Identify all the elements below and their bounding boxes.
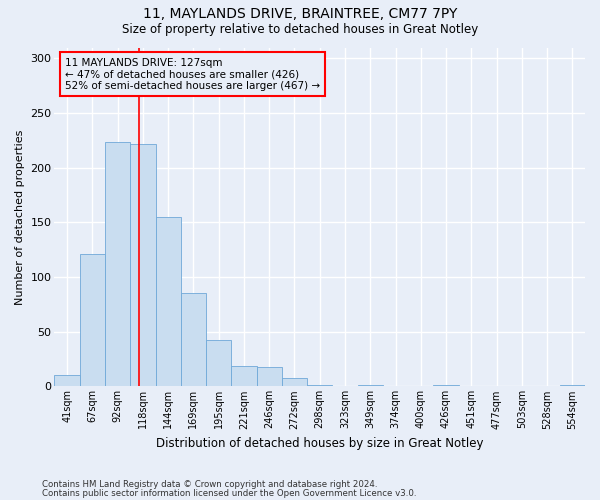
Bar <box>282 378 307 386</box>
Y-axis label: Number of detached properties: Number of detached properties <box>15 130 25 304</box>
Bar <box>232 366 257 386</box>
Bar <box>155 217 181 386</box>
Text: Size of property relative to detached houses in Great Notley: Size of property relative to detached ho… <box>122 22 478 36</box>
Bar <box>206 340 232 386</box>
Bar <box>181 294 206 386</box>
Bar <box>55 376 80 386</box>
Text: 11 MAYLANDS DRIVE: 127sqm
← 47% of detached houses are smaller (426)
52% of semi: 11 MAYLANDS DRIVE: 127sqm ← 47% of detac… <box>65 58 320 91</box>
Bar <box>130 144 155 386</box>
Text: Contains HM Land Registry data © Crown copyright and database right 2024.: Contains HM Land Registry data © Crown c… <box>42 480 377 489</box>
Text: Contains public sector information licensed under the Open Government Licence v3: Contains public sector information licen… <box>42 488 416 498</box>
Bar <box>80 254 105 386</box>
Text: 11, MAYLANDS DRIVE, BRAINTREE, CM77 7PY: 11, MAYLANDS DRIVE, BRAINTREE, CM77 7PY <box>143 8 457 22</box>
Bar <box>105 142 130 386</box>
Bar <box>257 366 282 386</box>
X-axis label: Distribution of detached houses by size in Great Notley: Distribution of detached houses by size … <box>156 437 484 450</box>
